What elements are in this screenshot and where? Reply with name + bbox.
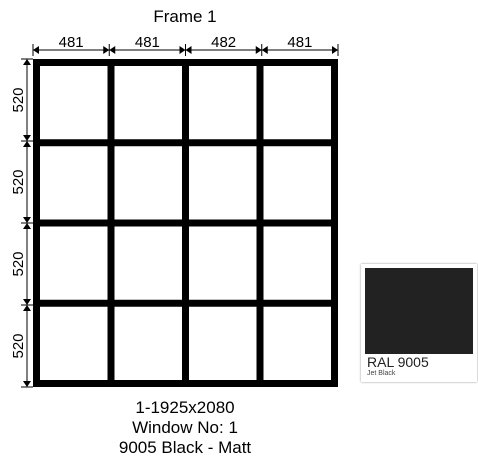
glass-pane [263,226,331,300]
dimension-arrow [255,46,262,54]
dimension-arrow [23,299,31,305]
glass-pane [189,306,257,380]
glass-pane [40,66,108,140]
glass-pane [114,306,182,380]
ral-color-name: Jet Black [367,370,396,377]
width-dimension-label: 481 [287,34,312,51]
dimension-arrow [23,135,31,141]
width-dimension-label: 481 [59,34,84,51]
glass-pane [114,226,182,300]
dimension-arrow [23,141,31,147]
glass-pane [40,146,108,220]
dimension-arrow [179,46,186,54]
color-swatch-card: RAL 9005 Jet Black [361,264,477,382]
frame-title: Frame 1 [153,7,217,26]
height-dimension-label: 520 [10,333,27,358]
height-dimension-label: 520 [10,251,27,276]
dimension-arrow [23,223,31,229]
glass-pane [263,146,331,220]
window-number-label: Window No: 1 [132,418,238,437]
height-dimensions: 520 520 520 520 [10,58,33,388]
dimension-arrow [23,305,31,311]
color-swatch [365,268,473,354]
dimension-arrow [23,59,31,65]
width-dimension-label: 482 [211,34,236,51]
glass-pane [263,66,331,140]
dimension-arrow [185,46,192,54]
ral-code: RAL 9005 [367,354,429,370]
dimension-arrow [103,46,110,54]
dimension-arrow [23,217,31,223]
window-size-label: 1-1925x2080 [135,398,235,417]
window-frame [33,59,338,387]
height-dimension-label: 520 [10,169,27,194]
glass-pane [114,66,182,140]
glass-pane [189,146,257,220]
dimension-arrow [33,46,39,54]
finish-label: 9005 Black - Matt [118,438,252,457]
width-dimensions: 481 481 482 481 [32,34,339,56]
glass-pane [114,146,182,220]
width-dimension-label: 481 [135,34,160,51]
glass-pane [189,66,257,140]
glass-pane [263,306,331,380]
height-dimension-label: 520 [10,87,27,112]
dimension-arrow [261,46,268,54]
dimension-arrow [23,381,31,387]
dimension-arrow [109,46,116,54]
glass-pane [40,306,108,380]
glass-pane [40,226,108,300]
glass-pane [189,226,257,300]
dimension-arrow [332,46,338,54]
